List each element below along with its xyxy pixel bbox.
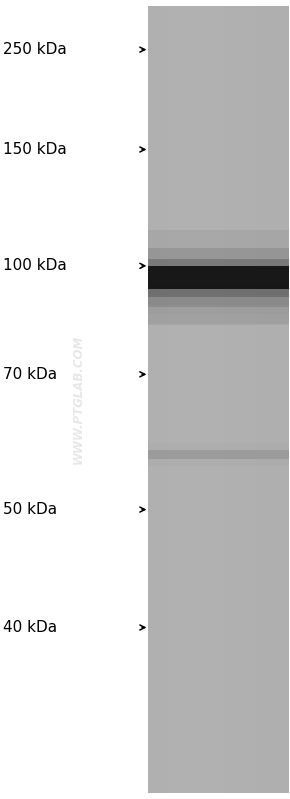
Bar [209, 6, 211, 793]
Bar [259, 6, 260, 793]
Bar [278, 6, 280, 793]
Bar [220, 6, 222, 793]
Bar [213, 6, 215, 793]
Bar [206, 6, 208, 793]
Bar [186, 6, 188, 793]
Bar [266, 6, 267, 793]
Bar [238, 6, 239, 793]
Bar [178, 6, 180, 793]
Bar [274, 6, 276, 793]
Text: 100 kDa: 100 kDa [3, 258, 67, 273]
Bar [204, 6, 206, 793]
Bar [148, 230, 289, 325]
Bar [190, 6, 192, 793]
Bar [283, 6, 285, 793]
Bar [236, 6, 238, 793]
Bar [208, 6, 209, 793]
Bar [250, 6, 252, 793]
Bar [280, 6, 282, 793]
Bar [255, 6, 257, 793]
Bar [158, 6, 160, 793]
Bar [260, 6, 262, 793]
Bar [199, 6, 201, 793]
Bar [148, 304, 289, 314]
Bar [218, 6, 220, 793]
Bar [167, 6, 169, 793]
Bar [166, 6, 167, 793]
Bar [160, 6, 162, 793]
Bar [224, 6, 225, 793]
Bar [244, 6, 246, 793]
Text: 70 kDa: 70 kDa [3, 367, 57, 382]
Bar [222, 6, 224, 793]
Bar [197, 6, 199, 793]
Bar [227, 6, 229, 793]
Bar [232, 6, 234, 793]
Bar [202, 6, 204, 793]
Bar [148, 248, 289, 307]
Bar [188, 6, 190, 793]
Bar [269, 6, 271, 793]
Bar [169, 6, 171, 793]
Bar [257, 6, 259, 793]
Bar [231, 6, 232, 793]
Bar [183, 6, 185, 793]
Bar [241, 6, 243, 793]
Bar [164, 6, 166, 793]
Bar [162, 6, 164, 793]
Text: 150 kDa: 150 kDa [3, 142, 67, 157]
Bar [148, 259, 289, 296]
Bar [150, 6, 151, 793]
Bar [201, 6, 202, 793]
Bar [192, 6, 194, 793]
Bar [239, 6, 241, 793]
Bar [264, 6, 266, 793]
Bar [273, 6, 274, 793]
Bar [285, 6, 287, 793]
Bar [225, 6, 227, 793]
Bar [246, 6, 248, 793]
Bar [173, 6, 174, 793]
Bar [157, 6, 158, 793]
Bar [151, 6, 153, 793]
Bar [253, 6, 255, 793]
Bar [287, 6, 289, 793]
Bar [171, 6, 173, 793]
Text: 40 kDa: 40 kDa [3, 620, 57, 635]
Bar [148, 296, 289, 304]
Bar [271, 6, 273, 793]
Bar [248, 6, 250, 793]
Bar [252, 6, 253, 793]
Bar [229, 6, 231, 793]
Text: 250 kDa: 250 kDa [3, 42, 67, 58]
Bar [267, 6, 269, 793]
Bar [148, 6, 289, 793]
Bar [243, 6, 244, 793]
Bar [211, 6, 213, 793]
Bar [180, 6, 181, 793]
Bar [185, 6, 186, 793]
Bar [148, 443, 289, 467]
Bar [262, 6, 264, 793]
Bar [276, 6, 278, 793]
Bar [176, 6, 178, 793]
Bar [282, 6, 283, 793]
Text: 50 kDa: 50 kDa [3, 502, 57, 517]
Bar [148, 314, 289, 324]
Bar [155, 6, 157, 793]
Bar [181, 6, 183, 793]
Bar [216, 6, 218, 793]
Text: WWW.PTGLAB.COM: WWW.PTGLAB.COM [72, 335, 85, 464]
Bar [195, 6, 197, 793]
Bar [148, 450, 289, 459]
Bar [234, 6, 236, 793]
Bar [174, 6, 176, 793]
Bar [153, 6, 155, 793]
Bar [148, 286, 289, 296]
Bar [148, 6, 150, 793]
Bar [148, 266, 289, 289]
Bar [215, 6, 216, 793]
Bar [194, 6, 195, 793]
